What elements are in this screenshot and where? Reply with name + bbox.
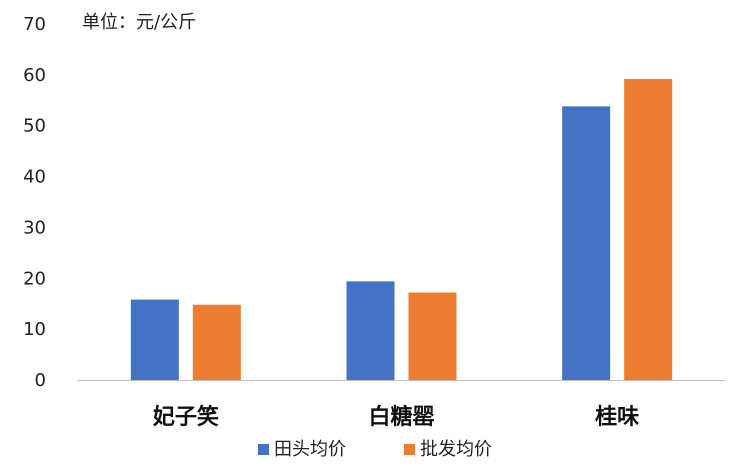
y-axis-ticks: 0 10 20 30 40 50 60 70: [23, 14, 46, 391]
category-label: 桂味: [595, 404, 639, 430]
legend-label: 田头均价: [274, 439, 346, 460]
y-tick-label: 60: [23, 65, 46, 86]
y-tick-label: 0: [35, 370, 46, 391]
bars-group: [130, 78, 673, 380]
y-tick-label: 10: [23, 319, 46, 340]
bar-wholesale-price: [624, 78, 673, 380]
y-tick-label: 40: [23, 167, 46, 188]
bar-farm-price: [346, 281, 395, 380]
y-tick-label: 70: [23, 14, 46, 35]
y-tick-label: 20: [23, 268, 46, 289]
category-label: 白糖罂: [368, 404, 434, 430]
bar-farm-price: [130, 299, 179, 380]
legend-label: 批发均价: [420, 439, 492, 460]
unit-note: 单位：元/公斤: [82, 12, 196, 33]
y-tick-label: 30: [23, 217, 46, 238]
bar-farm-price: [562, 106, 611, 380]
category-labels: 妃子笑 白糖罂 桂味: [153, 404, 639, 430]
bar-wholesale-price: [408, 292, 457, 380]
category-label: 妃子笑: [153, 404, 219, 430]
legend-swatch: [258, 444, 269, 455]
bar-wholesale-price: [192, 304, 241, 380]
legend-swatch: [404, 444, 415, 455]
y-tick-label: 50: [23, 116, 46, 137]
legend: 田头均价 批发均价: [258, 439, 492, 460]
